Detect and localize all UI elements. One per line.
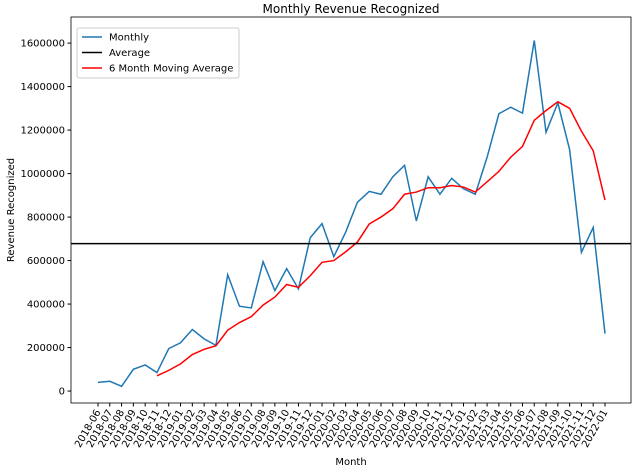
series-line [156, 100, 606, 377]
legend-label: Monthly [109, 33, 149, 44]
y-tick-label: 1600000 [20, 39, 65, 50]
y-tick-label: 1000000 [20, 169, 65, 180]
legend-label: Average [109, 48, 150, 59]
y-tick-label: 200000 [27, 343, 65, 354]
x-axis-label: Month [335, 457, 366, 468]
legend-label: 6 Month Moving Average [109, 64, 233, 75]
chart-title: Monthly Revenue Recognized [263, 2, 440, 16]
y-tick-label: 1200000 [20, 126, 65, 137]
plot-frame [70, 16, 632, 404]
legend-box [76, 27, 240, 79]
y-tick-label: 600000 [27, 256, 65, 267]
series-line [97, 40, 606, 388]
y-tick-label: 400000 [27, 300, 65, 311]
y-tick-label: 1400000 [20, 82, 65, 93]
y-tick-label: 0 [59, 387, 65, 398]
y-tick-label: 800000 [27, 213, 65, 224]
y-axis-label: Revenue Recognized [6, 158, 17, 262]
